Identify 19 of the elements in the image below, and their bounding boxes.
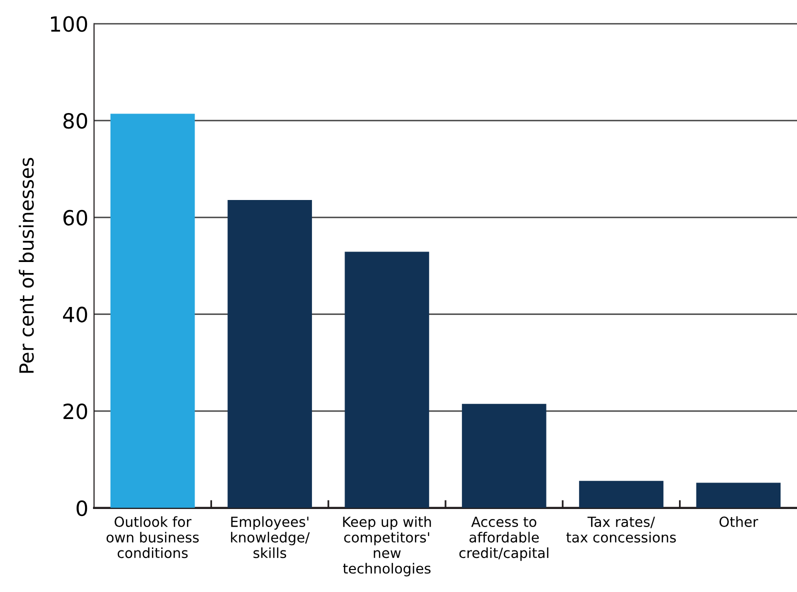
x-tick-label: Outlook for own business conditions <box>106 516 199 558</box>
x-tick-label: Tax rates/ tax concessions <box>566 516 676 543</box>
x-tick-label: Access to affordable credit/capital <box>459 516 548 561</box>
bar <box>696 482 781 508</box>
bar <box>110 114 195 508</box>
y-tick-label: 20 <box>64 404 88 420</box>
x-tick-label: Other <box>719 516 758 528</box>
x-tick-label: Keep up with competitors' new technologies <box>343 516 431 576</box>
y-tick-label: 100 <box>51 16 88 32</box>
bar <box>344 252 430 508</box>
y-tick-label: 80 <box>63 112 88 129</box>
y-tick-label: 0 <box>76 500 88 516</box>
bar <box>228 200 312 508</box>
x-tick-label: Employees' knowledge/ skills <box>231 516 310 558</box>
y-axis-title: Per cent of businesses <box>18 158 34 373</box>
y-tick-label: 40 <box>63 306 88 322</box>
bar <box>579 480 664 508</box>
y-tick-label: 60 <box>63 210 88 226</box>
bar <box>462 404 546 508</box>
